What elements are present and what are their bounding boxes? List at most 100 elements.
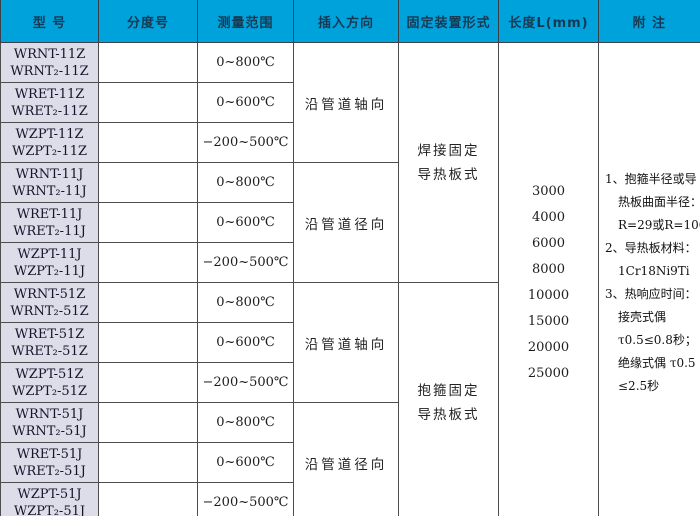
col-header-fixing-form: 固定装置形式 — [398, 0, 499, 43]
table-row: WZPT-51Z WZPT₂-51Z −200~500℃ — [0, 362, 700, 403]
table-row: WRET-11J WRET₂-11J 0~600℃ — [0, 202, 700, 243]
graduation-cell — [98, 242, 198, 283]
model-name: WZPT₂-11J — [13, 263, 86, 279]
model-name: WRNT-51Z — [13, 286, 86, 302]
table-row: WRNT-11Z WRNT₂-11Z 0~800℃ 沿管道轴向 焊接固定 导热板… — [0, 42, 700, 516]
model-name: WRNT₂-11J — [12, 183, 87, 199]
graduation-cell — [98, 202, 198, 243]
model-cell: WZPT-11J WZPT₂-11J — [0, 242, 99, 283]
graduation-cell — [98, 482, 198, 516]
notes-cell: 1、抱箍半径或导 热板曲面半径： R=29或R=100 2、导热板材料： 1Cr… — [598, 42, 700, 516]
note-line: 1、抱箍半径或导 — [605, 171, 697, 186]
model-name: WZPT-11Z — [15, 126, 84, 142]
length-cell: 3000 4000 6000 8000 10000 15000 20000 25… — [498, 42, 599, 516]
model-name: WZPT-11J — [17, 246, 82, 262]
range-cell: 0~600℃ — [197, 82, 294, 123]
table-row: WRET-51J WRET₂-51J 0~600℃ — [0, 442, 700, 483]
model-cell: WRNT-51J WRNT₂-51J — [0, 402, 99, 443]
table-row: WZPT-51J WZPT₂-51J −200~500℃ — [0, 482, 700, 516]
col-header-range: 测量范围 — [197, 0, 294, 43]
model-name: WRNT₂-51Z — [10, 303, 89, 319]
fixing-form-line: 焊接固定 — [417, 142, 480, 159]
note-line: 3、热响应时间： — [605, 286, 697, 301]
note-line: 1Cr18Ni9Ti — [618, 263, 690, 278]
model-name: WRET₂-51Z — [11, 343, 88, 359]
note-line: 热板曲面半径： — [618, 194, 700, 209]
model-name: WRET-51Z — [14, 326, 85, 342]
model-name: WZPT-51Z — [15, 366, 84, 382]
model-name: WZPT₂-51J — [13, 503, 86, 516]
graduation-cell — [98, 362, 198, 403]
range-cell: 0~600℃ — [197, 322, 294, 363]
insert-direction-cell: 沿管道轴向 — [293, 282, 399, 403]
fixing-form-line: 抱箍固定 — [417, 382, 480, 399]
model-name: WRET₂-11Z — [11, 103, 88, 119]
note-line: ≤2.5秒 — [618, 378, 660, 393]
model-name: WRET-11J — [16, 206, 83, 222]
range-cell: 0~600℃ — [197, 442, 294, 483]
model-cell: WRET-51Z WRET₂-51Z — [0, 322, 99, 363]
model-name: WRET-11Z — [14, 86, 85, 102]
range-cell: −200~500℃ — [197, 242, 294, 283]
range-cell: 0~800℃ — [197, 282, 294, 323]
length-value: 10000 — [527, 287, 570, 303]
model-cell: WZPT-51Z WZPT₂-51Z — [0, 362, 99, 403]
header-row: 型 号 分度号 测量范围 插入方向 固定装置形式 长度L(mm) 附 注 — [0, 0, 700, 43]
model-cell: WRET-51J WRET₂-51J — [0, 442, 99, 483]
model-cell: WZPT-11Z WZPT₂-11Z — [0, 122, 99, 163]
insert-direction-cell: 沿管道轴向 — [293, 42, 399, 163]
col-header-length: 长度L(mm) — [498, 0, 599, 43]
note-line: 2、导热板材料： — [605, 240, 697, 255]
table-row: WZPT-11J WZPT₂-11J −200~500℃ — [0, 242, 700, 283]
length-value: 25000 — [527, 365, 570, 381]
range-cell: −200~500℃ — [197, 482, 294, 516]
note-line: R=29或R=100 — [618, 217, 700, 232]
insert-direction-cell: 沿管道径向 — [293, 162, 399, 283]
col-header-graduation: 分度号 — [98, 0, 198, 43]
graduation-cell — [98, 282, 198, 323]
col-header-model: 型 号 — [0, 0, 99, 43]
model-cell: WRET-11J WRET₂-11J — [0, 202, 99, 243]
col-header-insert-direction: 插入方向 — [293, 0, 399, 43]
model-cell: WRNT-11Z WRNT₂-11Z — [0, 42, 99, 83]
note-line: τ0.5≤0.8秒； — [618, 332, 697, 347]
model-cell: WRNT-51Z WRNT₂-51Z — [0, 282, 99, 323]
graduation-cell — [98, 122, 198, 163]
range-cell: 0~800℃ — [197, 402, 294, 443]
model-cell: WRET-11Z WRET₂-11Z — [0, 82, 99, 123]
range-cell: −200~500℃ — [197, 122, 294, 163]
table-row: WZPT-11Z WZPT₂-11Z −200~500℃ — [0, 122, 700, 163]
fixing-form-cell: 焊接固定 导热板式 — [398, 42, 499, 283]
fixing-form-line: 导热板式 — [417, 166, 480, 183]
col-header-notes: 附 注 — [598, 0, 700, 43]
model-name: WRNT₂-51J — [12, 423, 87, 439]
range-cell: −200~500℃ — [197, 362, 294, 403]
model-name: WZPT-51J — [17, 486, 82, 502]
table-row: WRNT-51J WRNT₂-51J 0~800℃ 沿管道径向 — [0, 402, 700, 516]
graduation-cell — [98, 322, 198, 363]
fixing-form-line: 导热板式 — [417, 406, 480, 423]
model-name: WRNT-11Z — [13, 46, 86, 62]
length-value: 4000 — [531, 209, 566, 225]
table-row: WRET-11Z WRET₂-11Z 0~600℃ — [0, 82, 700, 123]
length-value: 6000 — [531, 235, 566, 251]
fixing-form-cell: 抱箍固定 导热板式 — [398, 282, 499, 516]
length-value: 15000 — [527, 313, 570, 329]
range-cell: 0~800℃ — [197, 162, 294, 203]
graduation-cell — [98, 82, 198, 123]
length-value: 20000 — [527, 339, 570, 355]
graduation-cell — [98, 402, 198, 443]
table-row: WRNT-51Z WRNT₂-51Z 0~800℃ 沿管道轴向 抱箍固定 导热板… — [0, 282, 700, 516]
table-row: WRNT-11J WRNT₂-11J 0~800℃ 沿管道径向 — [0, 162, 700, 283]
length-value: 3000 — [531, 183, 566, 199]
graduation-cell — [98, 442, 198, 483]
model-name: WZPT₂-11Z — [12, 143, 87, 159]
model-name: WRET₂-51J — [13, 463, 86, 479]
graduation-cell — [98, 162, 198, 203]
model-name: WRNT-51J — [15, 406, 84, 422]
model-cell: WRNT-11J WRNT₂-11J — [0, 162, 99, 203]
model-name: WRNT-11J — [15, 166, 84, 182]
range-cell: 0~800℃ — [197, 42, 294, 83]
